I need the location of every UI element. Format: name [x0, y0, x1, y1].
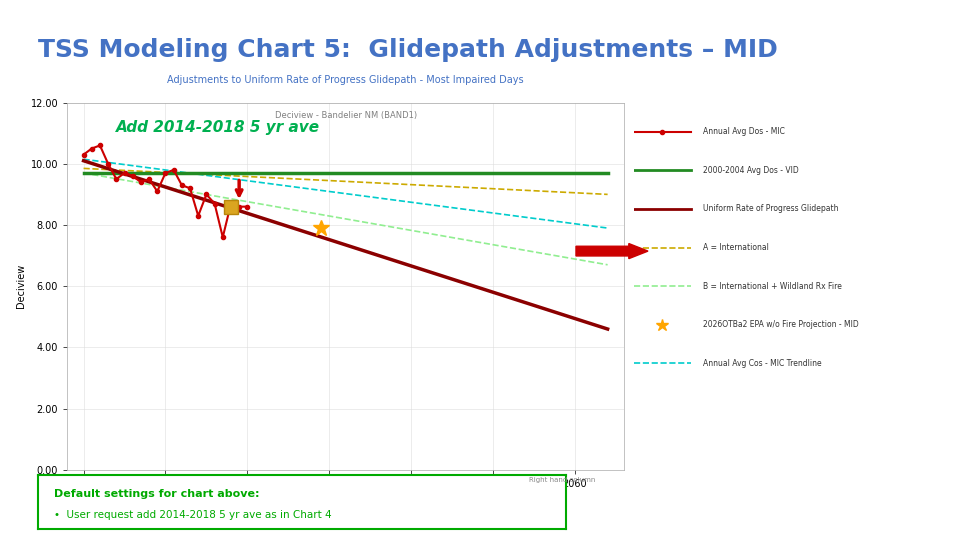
Annual Avg Dos - MIC	[159, 170, 171, 176]
Annual Avg Dos - MIC	[176, 182, 187, 188]
Annual Avg Dos - MIC	[168, 167, 180, 173]
Annual Avg Dos - MIC	[226, 200, 237, 207]
Annual Avg Dos - MIC	[86, 145, 98, 152]
Annual Avg Dos - MIC	[78, 151, 89, 158]
Text: 2000-2004 Avg Dos - VID: 2000-2004 Avg Dos - VID	[704, 166, 799, 175]
Text: Uniform Rate of Progress Glidepath: Uniform Rate of Progress Glidepath	[704, 205, 839, 213]
Text: •  User request add 2014-2018 5 yr ave as in Chart 4: • User request add 2014-2018 5 yr ave as…	[54, 510, 332, 521]
Annual Avg Dos - MIC	[119, 170, 131, 176]
Annual Avg Dos - MIC	[192, 213, 204, 219]
Annual Avg Dos - MIC	[152, 188, 163, 194]
Line: Annual Avg Dos - MIC: Annual Avg Dos - MIC	[82, 143, 250, 239]
Annual Avg Dos - MIC	[143, 176, 155, 183]
Y-axis label: Deciview: Deciview	[16, 264, 26, 308]
Annual Avg Dos - MIC	[110, 176, 122, 183]
Title: Adjustments to Uniform Rate of Progress Glidepath - Most Impaired Days: Adjustments to Uniform Rate of Progress …	[167, 75, 524, 85]
Text: TSS Modeling Chart 5:  Glidepath Adjustments – MID: TSS Modeling Chart 5: Glidepath Adjustme…	[38, 38, 779, 62]
Text: Right hand column: Right hand column	[529, 477, 595, 483]
Annual Avg Dos - MIC	[127, 173, 138, 179]
Text: 2026OTBa2 EPA w/o Fire Projection - MID: 2026OTBa2 EPA w/o Fire Projection - MID	[704, 320, 859, 329]
Annual Avg Dos - MIC	[103, 160, 114, 167]
Annual Avg Dos - MIC	[242, 204, 253, 210]
Text: Deciview - Bandelier NM (BAND1): Deciview - Bandelier NM (BAND1)	[275, 111, 417, 120]
Annual Avg Dos - MIC	[217, 234, 228, 240]
Annual Avg Dos - MIC	[209, 200, 221, 207]
Annual Avg Dos - MIC	[201, 191, 212, 198]
Text: Add 2014-2018 5 yr ave: Add 2014-2018 5 yr ave	[116, 120, 321, 134]
Annual Avg Dos - MIC	[135, 179, 147, 185]
Text: Annual Avg Cos - MIC Trendline: Annual Avg Cos - MIC Trendline	[704, 359, 822, 368]
Annual Avg Dos - MIC	[184, 185, 196, 192]
Text: B = International + Wildland Rx Fire: B = International + Wildland Rx Fire	[704, 282, 842, 291]
Text: A = International: A = International	[704, 243, 769, 252]
Text: Annual Avg Dos - MIC: Annual Avg Dos - MIC	[704, 127, 785, 136]
Annual Avg Dos - MIC	[233, 204, 245, 210]
Annual Avg Dos - MIC	[94, 142, 106, 149]
Text: Default settings for chart above:: Default settings for chart above:	[54, 489, 260, 499]
